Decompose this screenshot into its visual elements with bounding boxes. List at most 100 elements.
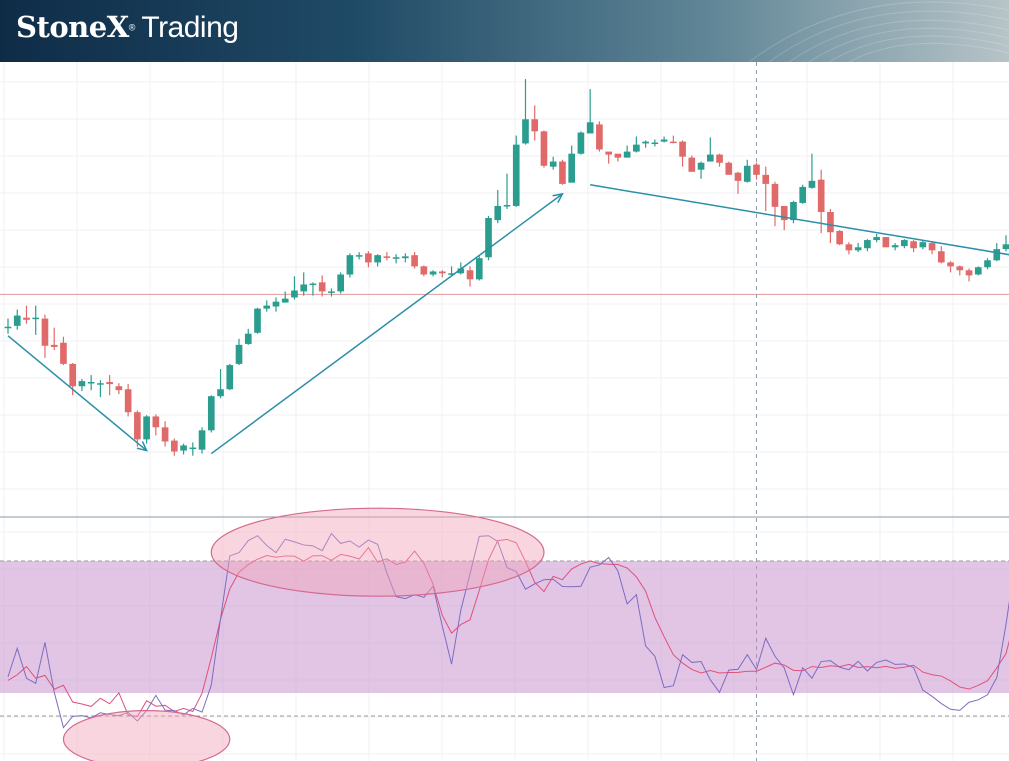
chart-area	[0, 62, 1009, 761]
brand-name: StoneX	[16, 10, 129, 44]
stochastic-k-line	[7, 532, 1009, 729]
candle-bear	[827, 211, 834, 233]
candle-bull	[743, 165, 751, 182]
candle-bull	[984, 260, 991, 268]
candle-bear	[420, 266, 428, 275]
candle-bear	[438, 271, 446, 274]
candle-bear	[734, 172, 742, 181]
candle-bull	[355, 255, 363, 257]
candle-bull	[272, 301, 280, 307]
candle-bull	[993, 249, 1001, 261]
candle-bear	[780, 205, 788, 221]
candle-bear	[596, 124, 603, 150]
stochastic-pane	[0, 507, 1009, 761]
candle-bear	[41, 318, 49, 346]
stochastic-lines	[7, 532, 1009, 729]
trend-arrow-line	[590, 184, 1009, 256]
candle-bear	[134, 412, 141, 440]
candle-bull	[143, 416, 150, 440]
candle-bull	[4, 326, 12, 329]
candle-bull	[485, 218, 492, 258]
candle-bull	[180, 445, 187, 451]
trend-arrow-line	[7, 335, 148, 452]
candle-bear	[23, 317, 30, 320]
candle-bear	[605, 151, 612, 155]
candle-bear	[817, 179, 825, 212]
candle-bear	[910, 241, 917, 249]
brand-registered-mark: ®	[128, 22, 136, 33]
candle-bull	[642, 141, 649, 144]
candle-bear	[882, 237, 890, 248]
candle-bear	[318, 282, 326, 292]
candle-bear	[152, 416, 160, 428]
candle-bull	[568, 153, 576, 183]
candle-bull	[457, 268, 465, 274]
stochastic-highlight-ellipse	[210, 507, 545, 597]
candle-bear	[50, 344, 58, 347]
candle-bull	[429, 271, 437, 275]
trend-arrow-head	[136, 441, 148, 452]
candle-bear	[753, 164, 760, 175]
candle-bull	[503, 205, 511, 207]
candle-bull	[494, 205, 502, 221]
price-pane	[0, 62, 1009, 761]
candle-bear	[531, 119, 539, 132]
candle-bull	[337, 274, 344, 292]
candle-bear	[106, 382, 113, 385]
candle-bear	[559, 161, 566, 184]
candle-bull	[1002, 244, 1009, 250]
candle-bull	[244, 333, 252, 344]
candle-bull	[189, 447, 197, 450]
candle-bear	[679, 141, 686, 157]
candle-bear	[688, 157, 696, 172]
candle-bull	[706, 154, 714, 162]
candle-bull	[512, 144, 520, 206]
candle-bull	[32, 317, 40, 320]
candle-bull	[864, 240, 871, 249]
candle-bear	[171, 440, 178, 452]
candle-bull	[586, 122, 594, 134]
header-banner: StoneX® Trading	[0, 0, 1009, 62]
candle-bull	[623, 151, 631, 158]
stochastic-highlights	[62, 507, 545, 761]
candle-bear	[466, 270, 474, 280]
candle-bull	[291, 290, 298, 298]
candle-bear	[845, 244, 853, 251]
candle-bull	[790, 202, 797, 221]
candle-bull	[633, 144, 640, 152]
candle-bull	[207, 396, 215, 431]
price-grid	[0, 62, 1009, 517]
candle-bull	[346, 255, 354, 275]
candle-bull	[392, 257, 400, 259]
candle-bear	[670, 141, 677, 144]
candle-bull	[697, 162, 705, 170]
candle-bull	[78, 381, 86, 387]
candle-bull	[226, 365, 234, 390]
candle-bull	[374, 255, 381, 263]
candle-bull	[522, 119, 529, 144]
candle-bull	[577, 132, 585, 154]
candle-bull	[854, 247, 862, 251]
candle-bull	[901, 240, 908, 247]
candle-bull	[13, 315, 21, 326]
candle-bear	[540, 131, 548, 166]
candle-bull	[328, 291, 335, 293]
candle-bear	[965, 270, 973, 276]
candle-bull	[974, 267, 982, 275]
candle-bear	[716, 154, 723, 163]
header-waves-decoration	[748, 1, 1009, 62]
candle-bull	[660, 139, 668, 142]
candle-bull	[475, 258, 483, 280]
candle-bull	[300, 284, 308, 292]
candle-bull	[309, 283, 317, 286]
brand-logo: StoneX® Trading	[16, 10, 239, 45]
candle-bear	[124, 389, 132, 413]
candle-bear	[411, 255, 418, 267]
candle-bear	[956, 266, 964, 271]
candle-bear	[383, 256, 391, 258]
trend-arrow-line	[210, 193, 563, 455]
candle-bear	[365, 253, 372, 263]
stochastic-highlight-ellipse	[62, 710, 231, 761]
trend-arrow-head	[552, 192, 564, 204]
candle-bear	[762, 174, 770, 184]
